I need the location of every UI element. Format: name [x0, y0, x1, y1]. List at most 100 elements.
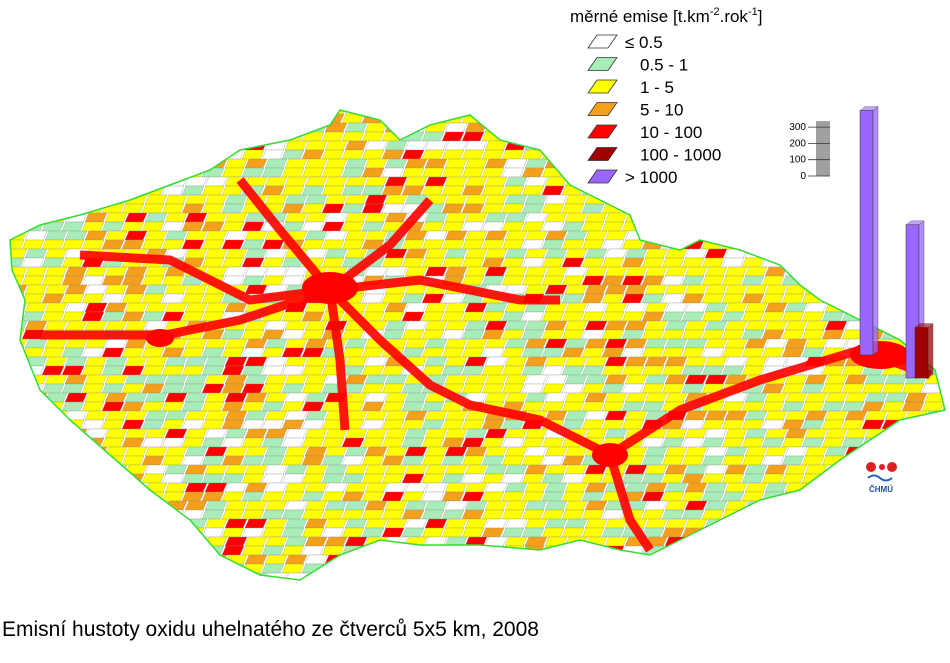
grid-cell — [504, 248, 528, 259]
grid-cell — [10, 284, 28, 295]
grid-cell — [904, 176, 928, 187]
bar-side — [927, 322, 934, 379]
grid-cell — [504, 110, 528, 115]
grid-cell — [784, 464, 808, 475]
grid-cell — [664, 392, 688, 403]
grid-cell — [204, 374, 228, 385]
grid-cell — [721, 167, 745, 178]
grid-cell — [724, 140, 748, 151]
grid-cell — [504, 212, 528, 223]
grid-cell — [204, 212, 228, 223]
grid-cell — [84, 392, 108, 403]
grid-cell — [481, 167, 505, 178]
grid-cell — [184, 500, 208, 511]
grid-cell — [784, 554, 808, 565]
grid-cell — [241, 275, 265, 286]
grid-cell — [341, 347, 365, 358]
grid-cell — [904, 500, 928, 511]
grid-cell — [361, 203, 385, 214]
grid-cell — [10, 257, 25, 268]
grid-cell — [921, 563, 945, 574]
grid-cell — [524, 518, 548, 529]
grid-cell — [144, 536, 168, 547]
grid-cell — [764, 536, 788, 547]
grid-cell — [364, 392, 388, 403]
grid-cell — [561, 203, 585, 214]
grid-cell — [544, 122, 568, 133]
grid-cell — [21, 419, 45, 430]
grid-cell — [604, 248, 628, 259]
grid-cell — [384, 266, 408, 277]
grid-cell — [681, 257, 705, 268]
grid-cell — [944, 464, 945, 475]
grid-cell — [41, 509, 65, 520]
grid-cell — [744, 122, 768, 133]
grid-cell — [704, 176, 728, 187]
grid-cell — [224, 158, 248, 169]
grid-cell — [101, 563, 125, 574]
grid-cell — [441, 329, 465, 340]
grid-cell — [224, 356, 248, 367]
grid-cell — [264, 194, 288, 205]
grid-cell — [804, 500, 828, 511]
grid-cell — [724, 230, 748, 241]
grid-cell — [801, 491, 825, 502]
grid-cell — [684, 482, 708, 493]
grid-cell — [901, 437, 925, 448]
grid-cell — [304, 464, 328, 475]
grid-cell — [424, 356, 448, 367]
grid-cell — [564, 392, 588, 403]
grid-cell — [681, 275, 705, 286]
grid-cell — [541, 275, 565, 286]
grid-cell — [81, 131, 105, 142]
grid-cell — [384, 140, 408, 151]
grid-cell — [21, 185, 45, 196]
grid-cell — [81, 383, 105, 394]
grid-cell — [341, 563, 365, 574]
grid-cell — [504, 266, 528, 277]
grid-cell — [881, 149, 905, 160]
grid-cell — [24, 176, 48, 187]
grid-cell — [881, 401, 905, 412]
grid-cell — [661, 455, 685, 466]
grid-cell — [181, 383, 205, 394]
grid-cell — [321, 437, 345, 448]
grid-cell — [702, 582, 724, 591]
grid-cell — [324, 518, 348, 529]
grid-cell — [484, 110, 508, 115]
grid-cell — [844, 410, 868, 421]
grid-cell — [281, 329, 305, 340]
grid-cell — [784, 230, 808, 241]
grid-cell — [661, 437, 685, 448]
grid-cell — [264, 554, 288, 565]
grid-cell — [21, 113, 45, 124]
grid-cell — [881, 545, 905, 556]
grid-cell — [364, 158, 388, 169]
grid-cell — [164, 518, 188, 529]
grid-cell — [10, 356, 28, 367]
grid-cell — [741, 365, 765, 376]
grid-cell — [864, 392, 888, 403]
grid-cell — [24, 554, 48, 565]
grid-cell — [124, 110, 148, 115]
grid-cell — [721, 491, 745, 502]
grid-cell — [644, 446, 668, 457]
grid-cell — [901, 455, 925, 466]
grid-cell — [504, 392, 528, 403]
logo: ČHMÚ — [866, 462, 897, 494]
grid-cell — [424, 572, 448, 580]
grid-cell — [21, 221, 45, 232]
grid-cell — [501, 257, 525, 268]
grid-cell — [144, 446, 168, 457]
grid-cell — [524, 482, 548, 493]
grid-cell — [524, 194, 548, 205]
grid-cell — [284, 338, 308, 349]
grid-cell — [764, 158, 788, 169]
grid-cell — [564, 410, 588, 421]
grid-cell — [101, 401, 125, 412]
grid-cell — [184, 374, 208, 385]
grid-cell — [821, 383, 845, 394]
grid-cell — [281, 527, 305, 538]
grid-cell — [762, 582, 784, 591]
grid-cell — [521, 239, 545, 250]
